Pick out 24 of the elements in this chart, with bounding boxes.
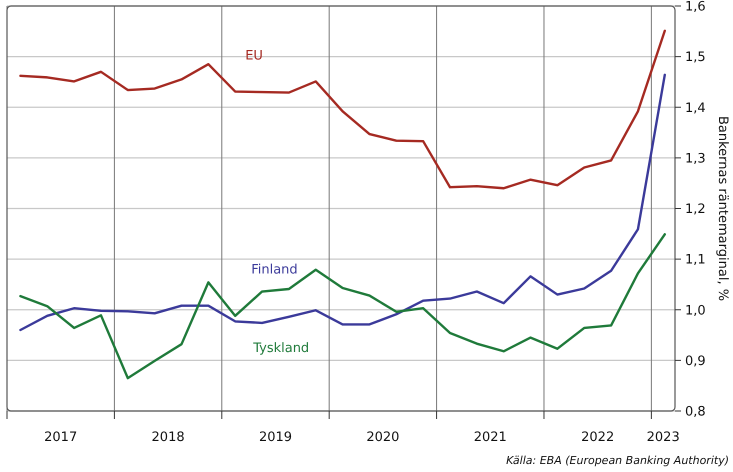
line-series	[19, 233, 666, 380]
x-tick-label: 2019	[258, 430, 292, 445]
text: Källa: EBA (European Banking Authority)	[506, 454, 729, 467]
line-series	[19, 30, 666, 190]
x-tick-label: 2020	[366, 430, 400, 445]
text: Finland	[251, 262, 298, 278]
line-series	[19, 74, 666, 332]
y-tick-label: 1,1	[685, 252, 706, 268]
text: Tyskland	[252, 340, 310, 356]
x-tick-label: 2018	[152, 430, 185, 445]
text: EU	[245, 48, 263, 64]
x-tick-label: 2022	[581, 430, 614, 445]
y-tick-label: 1,6	[685, 0, 706, 15]
y-tick-label: 1,5	[685, 50, 706, 66]
x-tick-label: 2023	[646, 430, 680, 445]
x-tick-label: 2021	[474, 430, 507, 445]
y-tick-label: 1,4	[685, 100, 706, 116]
y-tick-label: 1,3	[685, 151, 706, 166]
y-tick-label: 0,9	[685, 354, 706, 369]
y-axis-title: Bankernas räntemarginal, %	[715, 116, 730, 302]
y-tick-label: 0,8	[685, 404, 706, 420]
y-tick-label: 1,2	[685, 202, 706, 218]
x-tick-label: 2017	[44, 430, 78, 445]
y-tick-label: 1,0	[685, 303, 706, 318]
